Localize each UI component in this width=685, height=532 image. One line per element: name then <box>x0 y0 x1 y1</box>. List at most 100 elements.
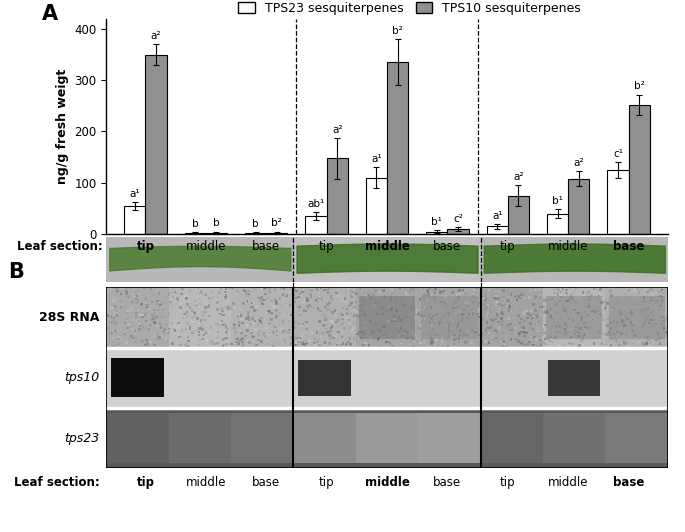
Bar <box>168 294 170 296</box>
Bar <box>486 309 488 312</box>
Bar <box>599 321 601 324</box>
Bar <box>327 288 329 290</box>
Bar <box>360 306 363 309</box>
Bar <box>466 317 469 319</box>
Bar <box>169 408 231 468</box>
Bar <box>495 331 497 334</box>
Bar <box>668 285 670 287</box>
Bar <box>388 342 391 344</box>
Bar <box>510 293 512 296</box>
Bar <box>400 327 402 329</box>
Bar <box>292 304 295 307</box>
Bar <box>461 313 463 315</box>
Bar <box>163 331 165 333</box>
Bar <box>577 331 579 333</box>
Bar <box>536 297 539 300</box>
Bar <box>173 289 175 292</box>
Bar <box>316 331 319 334</box>
Bar <box>604 308 606 311</box>
Bar <box>553 329 556 331</box>
Bar <box>601 342 603 345</box>
Bar <box>274 298 276 301</box>
Bar <box>264 335 266 337</box>
Text: Leaf section:: Leaf section: <box>14 476 99 489</box>
Bar <box>192 319 194 321</box>
Bar <box>154 312 156 314</box>
Bar <box>486 314 488 317</box>
Bar <box>521 318 523 320</box>
Bar <box>387 303 390 306</box>
Bar <box>311 332 314 335</box>
Bar <box>195 304 197 306</box>
Bar <box>562 344 564 347</box>
Bar <box>599 333 601 335</box>
Bar <box>275 303 277 305</box>
Bar <box>306 288 308 291</box>
Bar <box>417 327 420 329</box>
Bar <box>483 303 486 305</box>
Bar <box>323 324 325 326</box>
Bar <box>384 322 386 324</box>
Bar <box>632 342 635 344</box>
Bar <box>654 323 657 325</box>
Bar <box>327 158 348 234</box>
Bar <box>186 311 188 313</box>
Bar <box>144 302 147 304</box>
Bar <box>423 307 425 310</box>
Bar <box>150 288 152 290</box>
Bar <box>225 331 227 334</box>
Bar <box>300 325 303 327</box>
Bar <box>497 345 499 347</box>
Bar <box>388 297 390 300</box>
Bar <box>164 302 167 304</box>
Bar <box>623 320 625 322</box>
Bar <box>516 299 519 302</box>
Bar <box>247 315 249 318</box>
Bar <box>481 413 543 463</box>
Bar <box>661 337 664 339</box>
Bar <box>316 328 319 330</box>
Bar <box>440 340 443 343</box>
Bar <box>278 321 280 323</box>
Bar <box>641 313 644 315</box>
Bar <box>198 297 201 300</box>
Bar <box>543 305 545 308</box>
Text: a¹: a¹ <box>492 211 503 221</box>
Bar <box>194 312 196 314</box>
Bar <box>175 327 178 329</box>
Bar <box>644 315 646 318</box>
Bar <box>434 287 437 289</box>
Bar <box>433 325 436 327</box>
Bar <box>466 305 469 307</box>
Bar <box>252 336 255 338</box>
Bar <box>236 345 238 347</box>
Bar <box>335 336 338 338</box>
Bar <box>219 313 221 315</box>
Bar <box>658 337 661 339</box>
Bar <box>593 343 595 345</box>
Bar <box>169 328 171 330</box>
Bar <box>271 318 273 321</box>
Bar <box>505 335 507 337</box>
Bar <box>508 305 510 308</box>
Bar <box>232 287 234 289</box>
Bar <box>179 344 182 346</box>
Bar <box>127 327 129 329</box>
Bar <box>323 325 325 327</box>
Bar <box>664 292 667 295</box>
Bar <box>161 315 164 318</box>
Text: tip: tip <box>319 476 334 489</box>
Bar <box>523 320 526 322</box>
Bar <box>168 292 171 294</box>
Bar <box>127 296 129 298</box>
Bar <box>292 315 295 318</box>
Bar <box>631 304 634 306</box>
Bar <box>595 297 598 300</box>
Bar <box>593 303 596 305</box>
Bar <box>486 327 488 329</box>
Bar <box>661 319 664 322</box>
Bar <box>366 290 369 293</box>
Bar <box>430 323 433 326</box>
Bar <box>572 343 574 345</box>
Bar <box>419 343 422 345</box>
